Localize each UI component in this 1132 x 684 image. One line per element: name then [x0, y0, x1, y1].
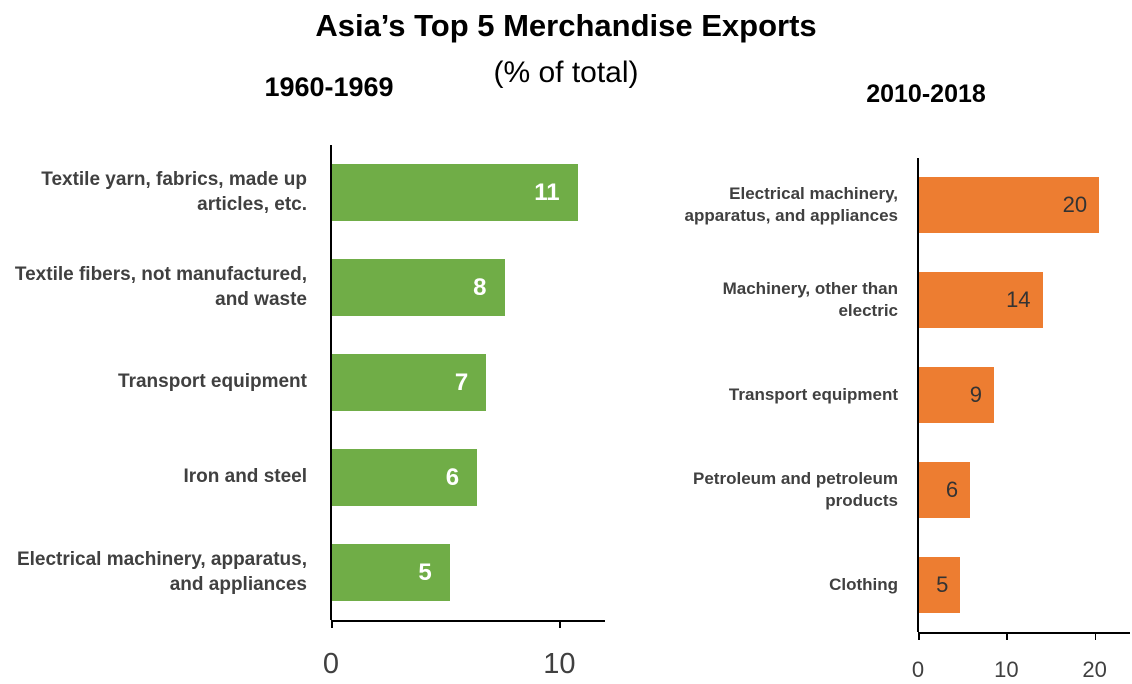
category-label: Transport equipment — [728, 384, 898, 404]
value-label: 14 — [1006, 287, 1031, 313]
category-label: Iron and steel — [183, 466, 307, 488]
x-tick-label: 10 — [543, 648, 576, 680]
category-label: Clothing — [829, 574, 898, 594]
bar — [918, 272, 1043, 329]
bar — [331, 259, 505, 316]
x-tick-label: 0 — [322, 648, 340, 680]
value-label: 6 — [945, 476, 959, 502]
tick-mark — [1094, 632, 1097, 640]
tick-mark — [559, 620, 561, 628]
x-axis-line — [331, 620, 605, 622]
category-label: Machinery, other than electric — [722, 279, 898, 321]
value-label: 6 — [445, 463, 460, 491]
category-label: Transport equipment — [118, 371, 307, 393]
value-label: 20 — [1062, 192, 1088, 218]
category-label: Petroleum and petroleum products — [693, 468, 898, 510]
category-label: Electrical machinery, apparatus, and app… — [684, 184, 898, 226]
bar — [331, 449, 478, 506]
chart-subtitle: (% of total) — [493, 56, 639, 89]
panel-title: 2010-2018 — [866, 80, 986, 108]
panel-title: 1960-1969 — [264, 72, 394, 102]
y-axis-line — [917, 158, 919, 632]
bar — [331, 164, 578, 221]
value-label: 8 — [473, 273, 487, 301]
x-tick-label: 0 — [911, 657, 925, 682]
bar — [918, 177, 1100, 234]
chart-title: Asia’s Top 5 Merchandise Exports — [315, 8, 817, 43]
x-tick-label: 20 — [1082, 657, 1107, 682]
tick-mark — [918, 632, 920, 640]
y-axis-line — [330, 145, 332, 620]
tick-mark — [331, 620, 333, 628]
bar — [918, 461, 971, 518]
category-label: Textile yarn, fabrics, made up articles,… — [41, 168, 307, 215]
bar — [331, 544, 450, 601]
value-label: 9 — [969, 382, 982, 407]
category-label: Electrical machinery, apparatus, and app… — [16, 548, 307, 595]
x-tick-label: 10 — [994, 657, 1019, 682]
value-label: 5 — [936, 571, 949, 597]
value-label: 11 — [534, 178, 560, 206]
category-label: Textile fibers, not manufactured, and wa… — [14, 263, 307, 310]
value-label: 5 — [418, 558, 432, 586]
tick-mark — [1006, 632, 1008, 640]
bar — [918, 556, 961, 613]
value-label: 7 — [454, 368, 469, 396]
x-axis-line — [918, 632, 1130, 634]
bar — [331, 354, 487, 411]
bar — [918, 367, 994, 423]
